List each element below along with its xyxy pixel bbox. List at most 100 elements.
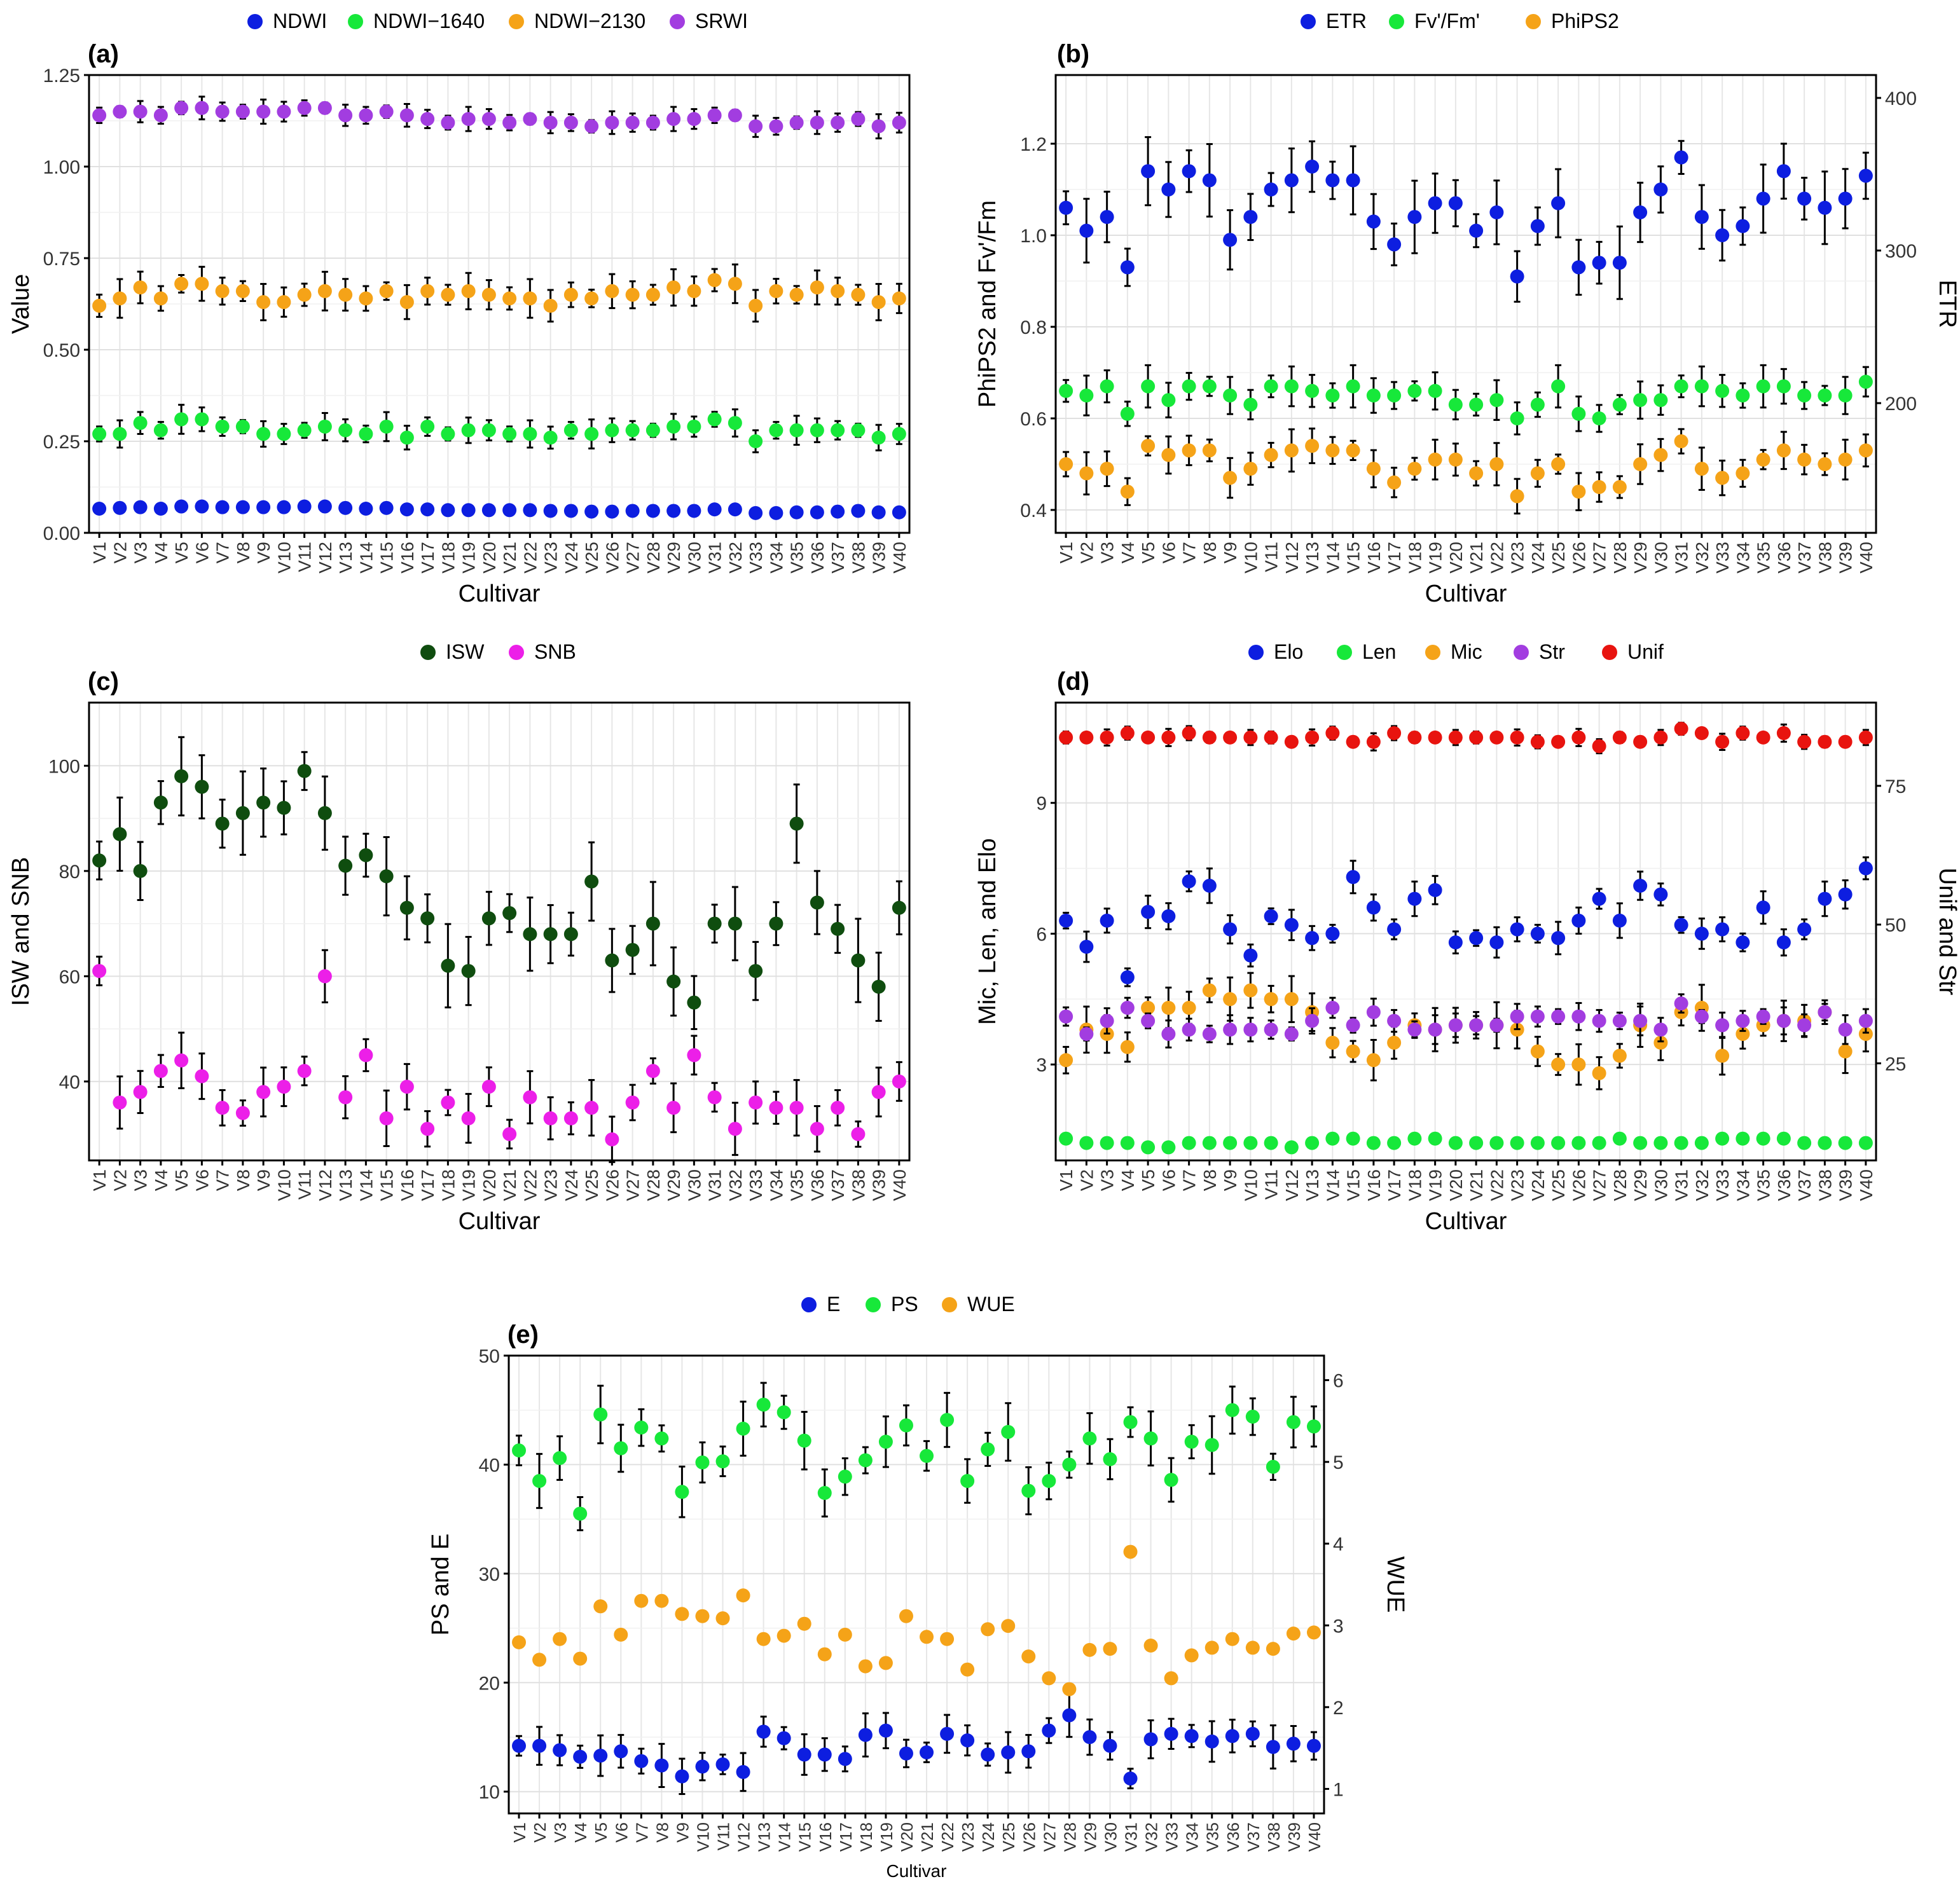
data-point xyxy=(174,100,189,115)
x-tick-label: V2 xyxy=(1077,542,1096,563)
x-tick-label: V18 xyxy=(1405,1169,1425,1201)
x-tick-label: V17 xyxy=(836,1822,855,1852)
x-tick-label: V35 xyxy=(1754,542,1774,574)
data-point xyxy=(1284,1140,1299,1155)
x-tick-label: V24 xyxy=(562,1169,581,1201)
data-point xyxy=(1141,164,1156,179)
data-point xyxy=(1592,1014,1606,1028)
data-point xyxy=(133,500,148,514)
data-point xyxy=(1653,730,1668,745)
data-point xyxy=(1489,1018,1504,1033)
data-point xyxy=(1592,480,1606,494)
x-tick-label: V4 xyxy=(1118,1169,1138,1191)
data-point xyxy=(1305,383,1320,398)
data-point xyxy=(1530,1044,1545,1059)
y2-tick-label: 75 xyxy=(1885,776,1906,797)
x-tick-label: V6 xyxy=(612,1822,631,1843)
x-tick-label: V8 xyxy=(1200,1169,1220,1191)
data-point xyxy=(831,423,845,437)
data-point xyxy=(92,964,107,979)
data-point xyxy=(113,427,127,441)
data-point xyxy=(1571,406,1586,421)
data-point xyxy=(1469,1136,1484,1150)
data-point xyxy=(715,1611,730,1626)
data-point xyxy=(892,1074,906,1089)
x-tick-label: V8 xyxy=(233,542,253,563)
data-point xyxy=(1264,379,1278,394)
x-tick-label: V28 xyxy=(1610,542,1630,574)
data-point xyxy=(1838,452,1853,467)
data-point xyxy=(338,108,353,123)
x-tick-label: V24 xyxy=(1528,542,1548,574)
data-point xyxy=(584,1101,599,1115)
data-point xyxy=(1530,926,1545,941)
data-point xyxy=(1202,730,1217,745)
data-point xyxy=(1530,1136,1545,1150)
data-point xyxy=(1694,926,1709,941)
data-point xyxy=(512,1443,527,1458)
y-tick-label: 40 xyxy=(59,1072,80,1093)
data-point xyxy=(666,974,681,989)
data-point xyxy=(1407,383,1422,398)
data-point xyxy=(1736,219,1750,233)
data-point xyxy=(256,295,271,310)
data-point xyxy=(1776,726,1791,740)
data-point xyxy=(1448,730,1463,745)
legend-label: SNB xyxy=(534,640,576,663)
data-point xyxy=(256,104,271,119)
data-point xyxy=(359,108,373,123)
y2-axis-title: Unif and Str xyxy=(1934,868,1960,996)
data-point xyxy=(871,979,886,994)
data-point xyxy=(1223,730,1238,745)
data-point xyxy=(1141,379,1156,394)
data-point xyxy=(1243,983,1258,998)
data-point xyxy=(338,858,353,873)
data-point xyxy=(256,500,271,514)
x-tick-label: V12 xyxy=(315,542,335,574)
data-point xyxy=(1756,379,1770,394)
y-tick-label: 1.0 xyxy=(1020,226,1047,247)
x-tick-label: V16 xyxy=(1364,542,1384,574)
x-tick-label: V26 xyxy=(1019,1822,1039,1852)
data-point xyxy=(1756,1131,1770,1146)
x-tick-label: V12 xyxy=(315,1169,335,1201)
data-point xyxy=(297,423,312,437)
data-point xyxy=(133,1085,148,1099)
data-point xyxy=(871,119,886,134)
data-point xyxy=(1653,182,1668,196)
data-point xyxy=(1202,1136,1217,1150)
data-point xyxy=(1797,922,1812,937)
data-point xyxy=(1653,1035,1668,1050)
x-tick-label: V40 xyxy=(1856,1169,1876,1201)
data-point xyxy=(1858,168,1873,183)
x-tick-label: V10 xyxy=(274,1169,294,1201)
data-point xyxy=(838,1627,852,1642)
data-point xyxy=(1284,734,1299,749)
x-tick-label: V31 xyxy=(1672,542,1692,574)
data-point xyxy=(1284,443,1299,458)
legend-marker xyxy=(420,645,436,660)
x-tick-label: V5 xyxy=(172,542,191,563)
data-point xyxy=(215,104,230,119)
x-tick-label: V8 xyxy=(1200,542,1220,563)
data-point xyxy=(1612,480,1627,494)
data-point xyxy=(707,502,722,517)
x-tick-label: V1 xyxy=(1056,1169,1076,1191)
data-point xyxy=(817,1747,832,1762)
y-tick-label: 80 xyxy=(59,862,80,883)
data-point xyxy=(1736,935,1750,950)
x-tick-label: V7 xyxy=(213,1169,233,1191)
data-point xyxy=(1407,730,1422,745)
data-point xyxy=(1182,379,1196,394)
x-tick-label: V5 xyxy=(172,1169,191,1191)
legend-marker xyxy=(247,14,263,29)
data-point xyxy=(899,1418,913,1433)
data-point xyxy=(1592,256,1606,270)
x-tick-label: V32 xyxy=(1692,542,1712,574)
data-point xyxy=(420,112,435,127)
data-point xyxy=(297,287,312,302)
data-point xyxy=(399,502,414,517)
series-ndwi-1640 xyxy=(92,404,906,453)
data-point xyxy=(573,1506,588,1521)
data-point xyxy=(1571,485,1586,499)
